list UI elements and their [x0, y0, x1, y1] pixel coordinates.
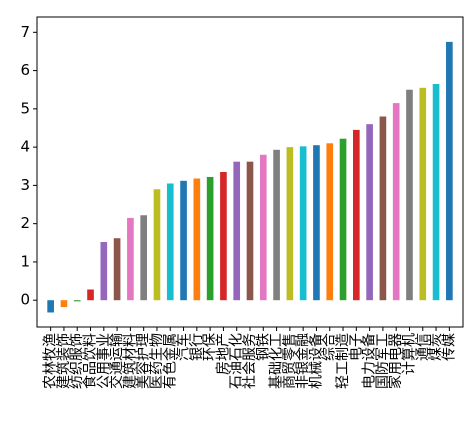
x-tick-label: 通信 [415, 333, 431, 361]
bar [432, 83, 440, 301]
y-tick-label: 6 [20, 61, 30, 79]
y-tick-label: 3 [20, 176, 30, 194]
x-tick-label: 环保 [202, 333, 218, 361]
x-tick-label: 煤炭 [428, 333, 444, 361]
y-tick-label: 0 [20, 291, 30, 309]
x-tick-label: 石油石化 [229, 333, 245, 389]
x-tick-label: 农林牧渔 [43, 333, 59, 389]
x-tick-label: 综合 [322, 333, 338, 361]
x-tick-label: 纺织服饰 [69, 333, 85, 389]
y-tick-label: 1 [20, 252, 30, 270]
y-tick-label: 5 [20, 99, 30, 117]
bar [273, 149, 280, 301]
y-tick-label: 7 [20, 23, 30, 41]
bar [326, 143, 334, 301]
bar [180, 180, 187, 301]
bar [392, 103, 400, 301]
bar [406, 89, 413, 301]
bar [166, 183, 174, 301]
x-tick-label: 银行 [189, 333, 205, 361]
bar [246, 161, 254, 301]
bar [113, 238, 121, 301]
y-tick-label: 4 [20, 138, 30, 156]
x-tick-label: 基础化工 [268, 333, 285, 389]
x-tick-label: 社会服务 [242, 333, 258, 389]
bar [220, 172, 227, 301]
x-tick-label: 轻工制造 [335, 333, 351, 389]
bar [286, 147, 294, 301]
bar [87, 289, 94, 301]
x-tick-label: 公用事业 [96, 333, 112, 389]
bar [233, 161, 241, 301]
bar [73, 300, 81, 302]
x-tick-label: 非银金融 [295, 333, 311, 389]
x-tick-label: 国防军工 [375, 333, 391, 389]
x-tick-label: 美容护理 [135, 333, 152, 389]
x-tick-label: 交通运输 [108, 333, 125, 389]
x-tick-label: 有色金属 [161, 333, 178, 389]
x-tick-label: 计算机 [401, 333, 417, 375]
bar [366, 124, 373, 301]
x-tick-label: 传媒 [441, 333, 457, 361]
bar [153, 189, 161, 301]
bar [446, 41, 453, 301]
bar [353, 129, 360, 301]
bar [47, 300, 54, 313]
bar [193, 178, 201, 301]
bar [419, 87, 427, 301]
y-tick-label: 2 [20, 214, 30, 232]
bar [206, 176, 214, 301]
bar [127, 217, 134, 301]
x-tick-label: 食品饮料 [82, 333, 99, 389]
x-tick-label: 机械设备 [307, 333, 324, 389]
x-tick-label: 建筑装饰 [56, 333, 72, 389]
x-tick-label: 医药生物 [149, 333, 165, 389]
bar [140, 215, 147, 301]
bar [100, 242, 108, 301]
x-tick-label: 建筑材料 [122, 333, 138, 389]
bar [379, 116, 387, 301]
x-tick-label: 汽车 [175, 333, 192, 361]
bar [339, 138, 347, 301]
x-tick-label: 电子 [348, 333, 364, 361]
bar [259, 154, 267, 301]
x-tick-label: 钢铁 [255, 333, 271, 361]
x-tick-label: 房地产 [215, 333, 231, 375]
bar [60, 300, 68, 308]
x-tick-label: 商贸零售 [282, 333, 298, 389]
bar [313, 145, 320, 301]
x-tick-label: 家用电器 [387, 333, 404, 389]
bar [299, 146, 307, 301]
x-tick-label: 电力设备 [361, 333, 378, 389]
